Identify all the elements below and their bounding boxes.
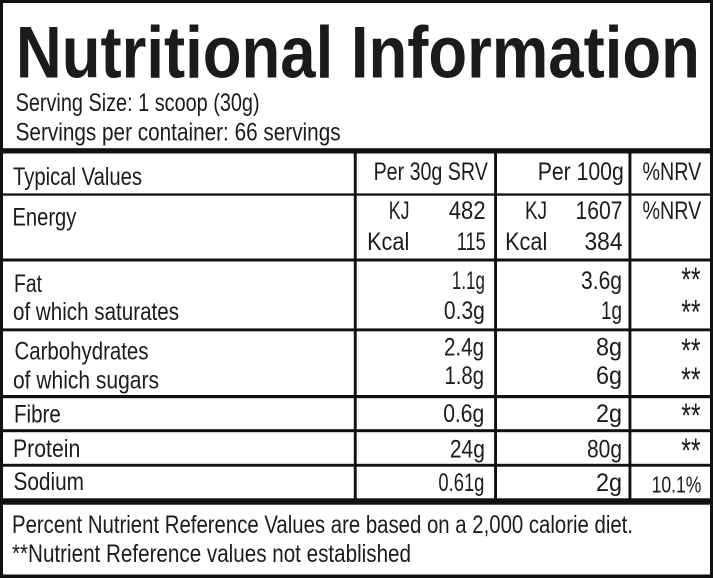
svg-text:115: 115: [457, 228, 486, 256]
svg-text:Fat: Fat: [14, 270, 42, 298]
svg-text:Kcal: Kcal: [367, 228, 409, 256]
svg-text:Carbohydrates: Carbohydrates: [15, 338, 149, 366]
svg-text:Fibre: Fibre: [14, 400, 61, 428]
svg-text:**: **: [681, 432, 700, 470]
svg-text:KJ: KJ: [389, 197, 410, 225]
svg-text:of which sugars: of which sugars: [13, 366, 159, 394]
svg-text:2g: 2g: [596, 469, 622, 497]
svg-text:Nutritional Information: Nutritional Information: [16, 11, 700, 94]
svg-text:6g: 6g: [596, 362, 622, 390]
svg-text:**: **: [681, 397, 700, 435]
svg-text:Sodium: Sodium: [14, 468, 85, 496]
svg-text:2g: 2g: [596, 400, 622, 428]
svg-text:384: 384: [585, 228, 623, 256]
svg-text:80g: 80g: [587, 436, 622, 464]
svg-text:1607: 1607: [576, 197, 623, 225]
svg-text:24g: 24g: [450, 436, 485, 464]
svg-text:**: **: [681, 293, 700, 331]
svg-text:Per 30g SRV: Per 30g SRV: [374, 158, 488, 186]
svg-text:Protein: Protein: [13, 435, 80, 463]
svg-text:Kcal: Kcal: [505, 228, 547, 256]
svg-text:10.1%: 10.1%: [652, 472, 702, 498]
svg-text:Energy: Energy: [13, 203, 77, 231]
svg-text:KJ: KJ: [525, 197, 547, 225]
svg-text:482: 482: [449, 197, 486, 225]
svg-text:1.1g: 1.1g: [452, 267, 485, 295]
svg-text:**: **: [681, 332, 700, 370]
svg-text:Servings per container: 66 ser: Servings per container: 66 servings: [16, 119, 341, 147]
svg-text:Typical Values: Typical Values: [13, 163, 142, 191]
svg-text:Per 100g: Per 100g: [538, 158, 624, 186]
svg-text:1g: 1g: [601, 297, 622, 325]
svg-text:Percent Nutrient Reference Val: Percent Nutrient Reference Values are ba…: [12, 511, 633, 539]
svg-text:**: **: [681, 361, 700, 399]
svg-text:0.6g: 0.6g: [443, 400, 484, 428]
svg-text:2.4g: 2.4g: [444, 333, 484, 361]
svg-text:of which saturates: of which saturates: [13, 298, 179, 326]
svg-text:0.61g: 0.61g: [438, 469, 484, 497]
svg-text:**Nutrient Reference values no: **Nutrient Reference values not establis…: [12, 540, 411, 568]
svg-text:%NRV: %NRV: [643, 158, 702, 186]
svg-text:3.6g: 3.6g: [581, 267, 622, 295]
svg-text:Serving Size: 1 scoop (30g): Serving Size: 1 scoop (30g): [16, 89, 260, 117]
svg-text:0.3g: 0.3g: [444, 297, 485, 325]
svg-text:1.8g: 1.8g: [445, 362, 485, 390]
svg-text:8g: 8g: [596, 333, 622, 361]
svg-text:%NRV: %NRV: [643, 197, 702, 225]
svg-text:**: **: [681, 261, 700, 299]
